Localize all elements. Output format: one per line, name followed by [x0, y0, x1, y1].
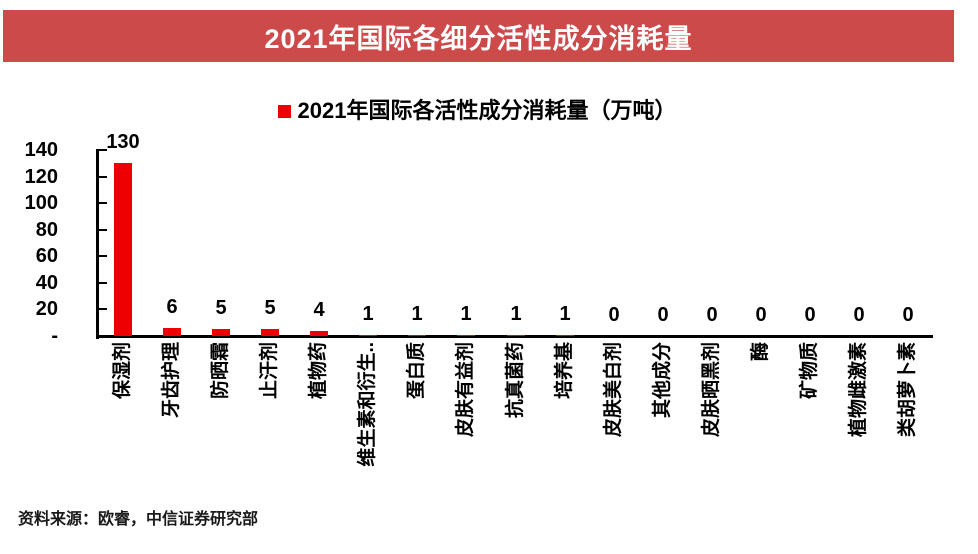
x-axis-category-label: 酶	[750, 342, 771, 362]
x-axis-category-label: 矿物质	[799, 342, 820, 400]
legend-label: 2021年国际各活性成分消耗量（万吨）	[297, 98, 677, 123]
bar	[163, 328, 181, 336]
y-axis-tick	[99, 202, 107, 205]
x-axis-category-label: 培养基	[554, 342, 575, 400]
bar-value-label: 0	[657, 304, 669, 326]
bar-value-label: 1	[510, 303, 522, 325]
bar-value-label: 0	[804, 304, 816, 326]
y-axis-tick-label: 120	[24, 165, 58, 188]
legend-swatch-icon	[277, 104, 291, 118]
bar-value-label: 5	[264, 297, 276, 319]
x-axis-category-label: 植物药	[308, 342, 329, 400]
y-axis-tick-label: 140	[24, 139, 58, 161]
x-axis-category-label: 止汗剂	[259, 342, 280, 400]
x-axis-category-label: 类胡萝卜素	[897, 342, 918, 438]
bar-value-label: 0	[755, 304, 767, 326]
y-axis-tick	[99, 308, 107, 311]
y-axis-tick-label: 40	[35, 271, 58, 294]
source-note: 资料来源：欧睿，中信证券研究部	[18, 511, 259, 528]
bar	[507, 335, 525, 336]
bar-value-label: 0	[608, 304, 620, 326]
x-axis-category-label: 牙齿护理	[161, 342, 182, 419]
x-axis-category-label: 抗真菌药	[505, 342, 526, 419]
x-axis-category-label: 蛋白质	[406, 342, 427, 400]
bar	[556, 335, 574, 336]
bar-value-label: 1	[559, 303, 571, 325]
x-axis-category-label: 皮肤晒黑剂	[701, 342, 722, 438]
y-axis-tick-label: 20	[35, 298, 58, 321]
bar	[457, 335, 475, 336]
y-axis-tick-label: -	[51, 325, 58, 347]
y-axis-tick	[99, 228, 107, 231]
y-axis-tick	[99, 175, 107, 178]
bar-value-label: 130	[106, 131, 140, 153]
y-axis-tick	[99, 281, 107, 284]
bar	[261, 329, 279, 336]
chart-legend: 2021年国际各活性成分消耗量（万吨）	[0, 100, 954, 122]
x-axis-category-label: 保湿剂	[112, 342, 133, 400]
y-axis-tick	[99, 255, 107, 258]
x-axis-category-label: 皮肤美白剂	[603, 342, 624, 438]
x-axis-category-label: 防晒霜	[210, 342, 231, 400]
bar-value-label: 4	[313, 299, 325, 321]
x-axis-line	[96, 335, 933, 338]
bar-value-label: 0	[902, 304, 914, 326]
y-axis-tick-label: 80	[35, 218, 58, 241]
y-axis-tick-label: 60	[35, 245, 58, 268]
bar-value-label: 1	[411, 303, 423, 325]
y-axis-tick	[99, 149, 107, 151]
bar	[114, 163, 132, 336]
y-axis-line	[96, 149, 99, 339]
bar-value-label: 0	[706, 304, 718, 326]
bar	[359, 335, 377, 336]
bar-value-label: 6	[166, 296, 178, 318]
chart-title: 2021年国际各细分活性成分消耗量	[264, 23, 693, 54]
bar	[408, 335, 426, 336]
bar-value-label: 1	[362, 303, 374, 325]
y-axis-tick-label: 100	[24, 192, 58, 215]
bar	[212, 329, 230, 336]
y-axis-tick	[99, 335, 107, 337]
bar-value-label: 0	[853, 304, 865, 326]
bar-value-label: 1	[460, 303, 472, 325]
x-axis-category-label: 维生素和衍生..	[357, 342, 378, 467]
title-banner: 2021年国际各细分活性成分消耗量	[3, 10, 954, 62]
x-axis-category-label: 其他成分	[652, 342, 673, 419]
bar	[310, 331, 328, 336]
x-axis-category-label: 植物雌激素	[848, 342, 869, 438]
x-axis-category-label: 皮肤有益剂	[455, 342, 476, 438]
bar-value-label: 5	[215, 297, 227, 319]
